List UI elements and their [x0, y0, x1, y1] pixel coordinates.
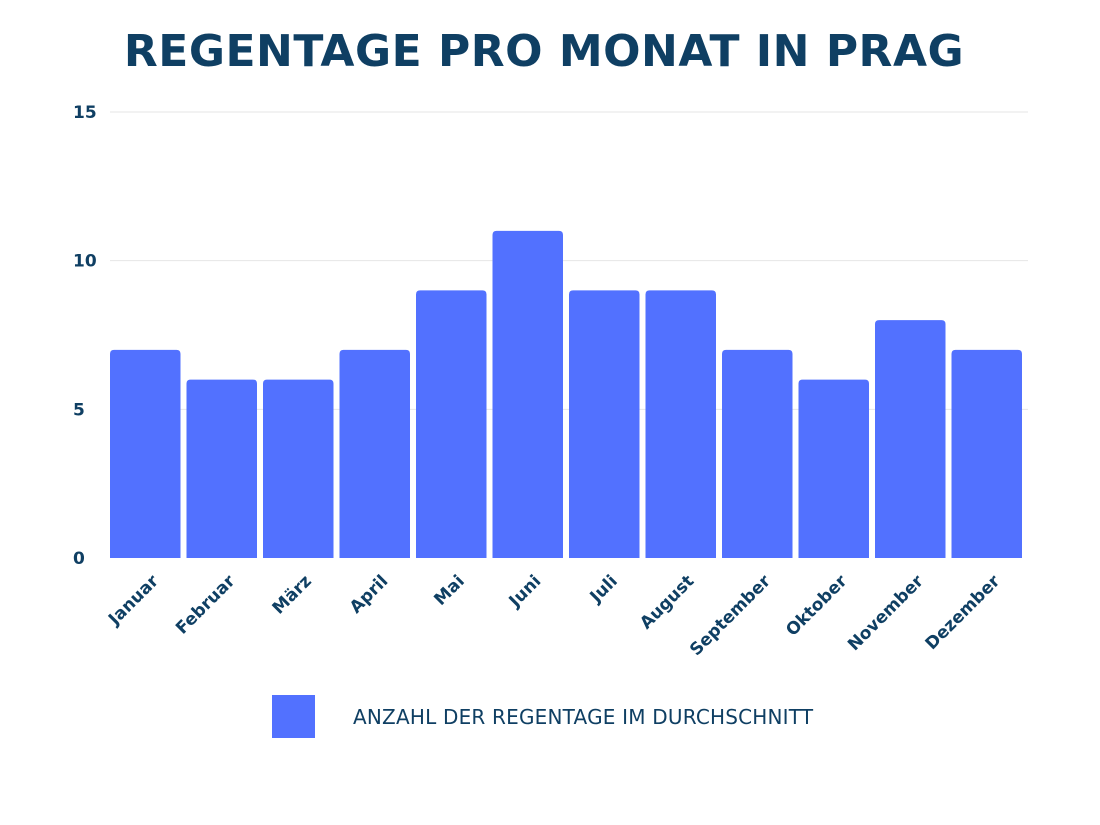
- chart-title: REGENTAGE PRO MONAT IN PRAG: [123, 26, 965, 77]
- legend-label: ANZAHL DER REGENTAGE IM DURCHSCHNITT: [353, 704, 814, 729]
- x-axis-labels: Januar Februar März April Mai Juni Juli AugustS…: [104, 571, 1005, 660]
- x-tick-label: Dezember: [922, 571, 1005, 654]
- x-tick-label: Januar: [104, 571, 163, 630]
- x-tick-label: Oktober: [782, 571, 851, 640]
- x-tick-label: Mai: [430, 571, 468, 609]
- bar-chart: 0 5 10 15 Januar Februar März April Mai Juni Juli…: [73, 103, 1028, 660]
- bar-november: [875, 320, 946, 558]
- legend: ANZAHL DER REGENTAGE IM DURCHSCHNITT: [272, 695, 813, 738]
- y-tick-label: 10: [73, 252, 97, 272]
- legend-swatch: [272, 695, 315, 738]
- bar-april: [339, 349, 410, 558]
- bar-juni: [492, 230, 563, 558]
- y-tick-label: 15: [73, 103, 97, 123]
- x-tick-label: November: [844, 571, 928, 655]
- x-tick-label: September: [686, 571, 775, 660]
- bar-mai: [416, 290, 487, 558]
- y-tick-label: 0: [73, 549, 85, 569]
- y-tick-label: 5: [73, 400, 85, 420]
- bar-juli: [569, 290, 640, 558]
- bars: [110, 230, 1022, 558]
- x-tick-label: März: [269, 571, 316, 618]
- bar-märz: [263, 379, 334, 558]
- bar-oktober: [798, 379, 869, 558]
- bar-august: [645, 290, 716, 558]
- x-tick-label: Juni: [505, 571, 546, 612]
- x-tick-label: April: [346, 571, 392, 617]
- bar-januar: [110, 349, 181, 558]
- x-tick-label: Februar: [172, 571, 240, 639]
- bar-dezember: [951, 349, 1022, 558]
- x-tick-label: Juli: [586, 571, 622, 607]
- y-axis-ticks: 0 5 10 15: [73, 103, 97, 569]
- bar-februar: [186, 379, 257, 558]
- x-tick-label: August: [636, 571, 698, 633]
- bar-september: [722, 349, 793, 558]
